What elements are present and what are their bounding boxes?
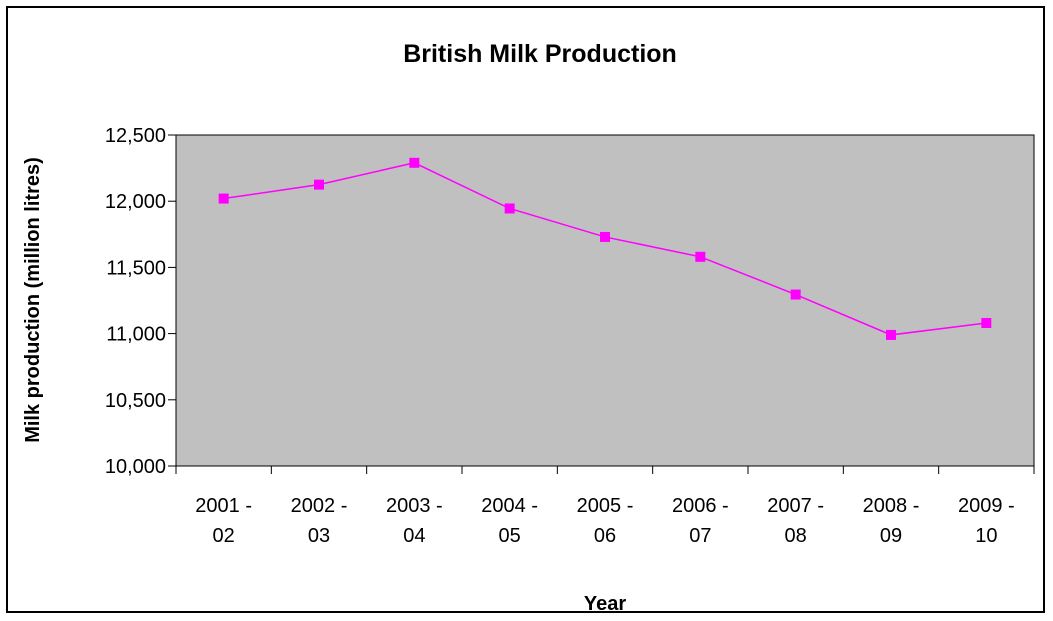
plot-area — [175, 134, 1035, 467]
x-tick-label: 2009 -10 — [958, 495, 1015, 547]
x-tick-label: 2004 -05 — [481, 495, 538, 547]
data-point-marker — [504, 203, 515, 214]
x-axis: 2001 -02 2002 -03 2003 -04 2004 -05 2005 -06… — [175, 466, 1035, 547]
y-tick-label: 10,000 — [105, 456, 166, 478]
y-tick-label: 12,000 — [105, 191, 166, 213]
data-point-marker — [790, 289, 801, 300]
x-tick-label: 2005 -06 — [577, 495, 634, 547]
x-tick-label: 2006 -07 — [672, 495, 729, 547]
y-axis-title: Milk production (million litres) — [22, 157, 44, 443]
data-point-marker — [600, 231, 610, 242]
data-point-marker — [218, 193, 229, 204]
x-axis-title: Year — [584, 593, 626, 615]
series-layer — [218, 157, 992, 340]
y-tick-label: 11,500 — [106, 257, 166, 279]
x-tick-label: 2007 -08 — [767, 495, 824, 547]
x-tick-label: 2001 -02 — [195, 495, 252, 547]
data-point-marker — [314, 179, 324, 190]
y-axis: 10,000 10,500 11,000 11,500 12,000 12,500 — [105, 125, 176, 478]
y-tick-label: 10,500 — [105, 390, 166, 412]
data-point-marker — [695, 251, 706, 262]
data-point-marker — [409, 157, 420, 168]
data-point-marker — [981, 318, 992, 329]
x-tick-label: 2002 -03 — [291, 495, 348, 547]
y-tick-label: 11,000 — [106, 324, 166, 346]
data-point-marker — [886, 329, 896, 340]
x-tick-label: 2003 -04 — [386, 495, 443, 547]
x-tick-label: 2008 -09 — [863, 495, 920, 547]
y-tick-label: 12,500 — [105, 125, 166, 147]
chart-title: British Milk Production — [403, 40, 677, 68]
